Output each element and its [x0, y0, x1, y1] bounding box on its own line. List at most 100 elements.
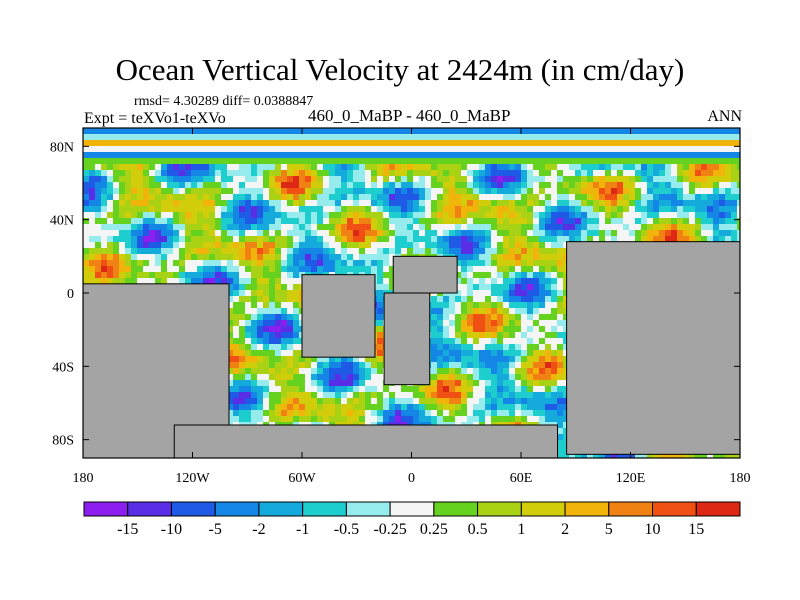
field-cell: [425, 182, 432, 189]
field-cell: [533, 326, 540, 333]
field-cell: [335, 200, 342, 207]
field-cell: [269, 176, 276, 183]
field-cell: [137, 194, 144, 201]
field-cell: [293, 308, 300, 315]
field-cell: [335, 170, 342, 177]
field-cell: [665, 212, 672, 219]
field-cell: [329, 392, 336, 399]
field-cell: [155, 230, 162, 237]
field-cell: [287, 362, 294, 369]
field-cell: [179, 140, 186, 147]
field-cell: [119, 206, 126, 213]
field-cell: [449, 164, 456, 171]
field-cell: [287, 176, 294, 183]
field-cell: [293, 380, 300, 387]
field-cell: [371, 248, 378, 255]
field-cell: [389, 182, 396, 189]
field-cell: [737, 224, 740, 231]
field-cell: [233, 278, 240, 285]
field-cell: [731, 134, 738, 141]
field-cell: [401, 134, 408, 141]
field-cell: [431, 356, 438, 363]
field-cell: [395, 392, 402, 399]
field-cell: [617, 140, 624, 147]
field-cell: [461, 302, 468, 309]
field-cell: [347, 200, 354, 207]
field-cell: [671, 236, 678, 243]
field-cell: [311, 242, 318, 249]
field-cell: [563, 146, 570, 153]
field-cell: [473, 290, 480, 297]
field-cell: [545, 230, 552, 237]
field-cell: [329, 128, 336, 135]
field-cell: [293, 206, 300, 213]
field-cell: [479, 290, 486, 297]
field-cell: [383, 194, 390, 201]
field-cell: [317, 224, 324, 231]
field-cell: [491, 320, 498, 327]
field-cell: [269, 230, 276, 237]
field-cell: [641, 182, 648, 189]
field-cell: [515, 386, 522, 393]
field-cell: [437, 236, 444, 243]
field-cell: [125, 146, 132, 153]
field-cell: [269, 302, 276, 309]
field-cell: [161, 194, 168, 201]
field-cell: [719, 188, 726, 195]
field-cell: [443, 344, 450, 351]
field-cell: [293, 326, 300, 333]
field-cell: [431, 152, 438, 159]
field-cell: [383, 272, 390, 279]
field-cell: [731, 218, 738, 225]
field-cell: [443, 230, 450, 237]
field-cell: [155, 194, 162, 201]
field-cell: [203, 134, 210, 141]
field-cell: [281, 266, 288, 273]
field-cell: [461, 230, 468, 237]
field-cell: [287, 152, 294, 159]
field-cell: [311, 218, 318, 225]
field-cell: [449, 158, 456, 165]
field-cell: [245, 194, 252, 201]
field-cell: [353, 260, 360, 267]
field-cell: [299, 386, 306, 393]
field-cell: [245, 368, 252, 375]
field-cell: [263, 260, 270, 267]
field-cell: [533, 278, 540, 285]
field-cell: [293, 332, 300, 339]
field-cell: [107, 218, 114, 225]
field-cell: [293, 212, 300, 219]
field-cell: [371, 260, 378, 267]
field-cell: [599, 158, 606, 165]
field-cell: [383, 146, 390, 153]
field-cell: [209, 200, 216, 207]
field-cell: [161, 212, 168, 219]
field-cell: [287, 158, 294, 165]
field-cell: [251, 242, 258, 249]
field-cell: [371, 362, 378, 369]
field-cell: [593, 200, 600, 207]
field-cell: [83, 188, 90, 195]
field-cell: [329, 260, 336, 267]
field-cell: [125, 200, 132, 207]
field-cell: [275, 332, 282, 339]
field-cell: [269, 392, 276, 399]
field-cell: [509, 344, 516, 351]
field-cell: [437, 302, 444, 309]
field-cell: [683, 134, 690, 141]
field-cell: [413, 200, 420, 207]
field-cell: [245, 374, 252, 381]
field-cell: [191, 278, 198, 285]
field-cell: [479, 332, 486, 339]
field-cell: [359, 152, 366, 159]
field-cell: [545, 146, 552, 153]
field-cell: [557, 152, 564, 159]
field-cell: [257, 398, 264, 405]
field-cell: [575, 236, 582, 243]
field-cell: [539, 134, 546, 141]
field-cell: [377, 284, 384, 291]
field-cell: [383, 218, 390, 225]
field-cell: [707, 194, 714, 201]
field-cell: [287, 332, 294, 339]
field-cell: [329, 158, 336, 165]
